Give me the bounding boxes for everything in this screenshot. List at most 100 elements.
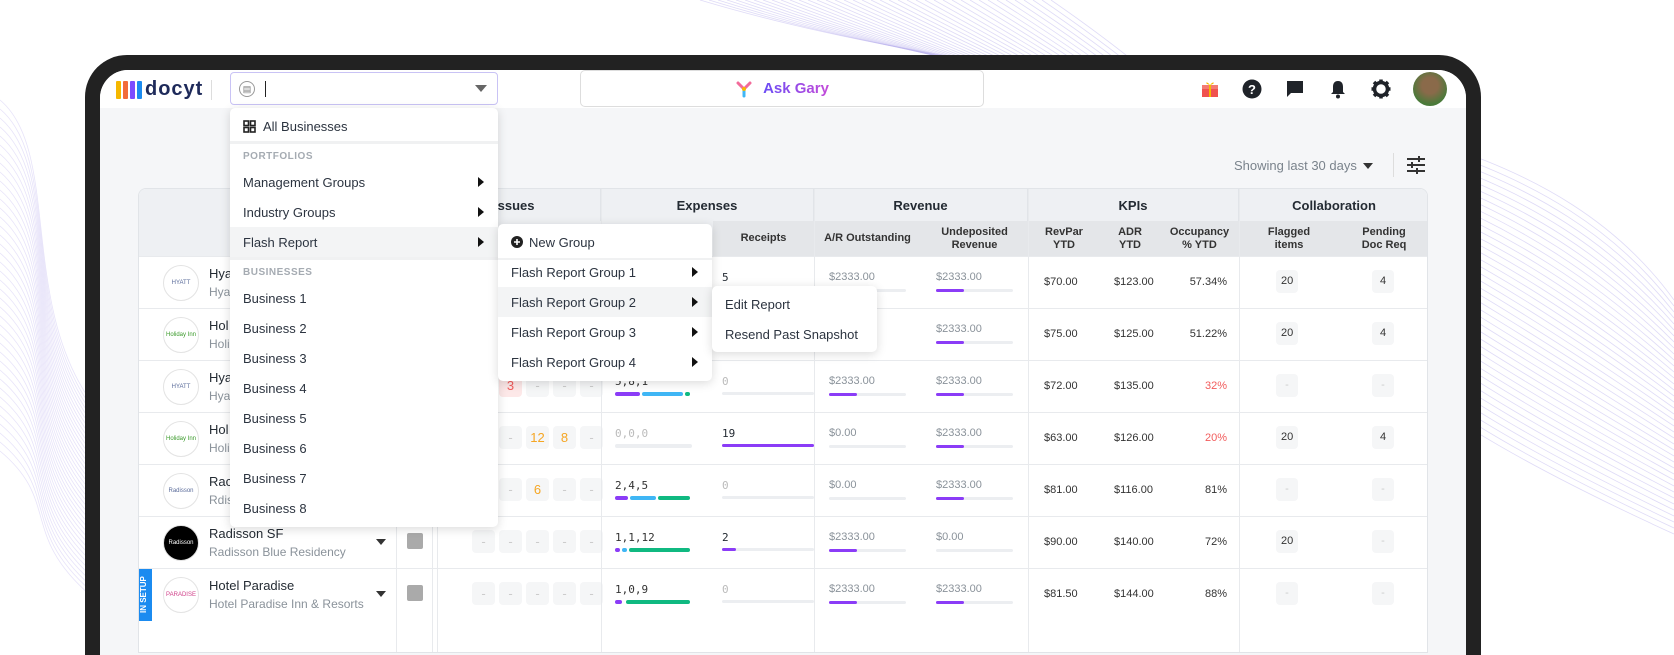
- issue-count-badge[interactable]: 12: [526, 426, 549, 449]
- issue-count-badge[interactable]: -: [553, 478, 576, 501]
- menu-item-flash-report[interactable]: Flash Report: [230, 227, 498, 257]
- menu-item-flash-report-group[interactable]: Flash Report Group 1: [498, 257, 712, 287]
- chevron-down-icon[interactable]: [475, 85, 487, 92]
- pending-doc-req-badge[interactable]: 4: [1372, 426, 1394, 449]
- inbox-icon[interactable]: [407, 533, 423, 549]
- occupancy-value: 51.22%: [1189, 328, 1227, 340]
- col-adr-ytd[interactable]: ADR YTD: [1100, 221, 1160, 256]
- pending-doc-req-badge[interactable]: 4: [1372, 322, 1394, 345]
- wave-line: [0, 315, 91, 521]
- menu-item-business[interactable]: Business 2: [230, 313, 498, 343]
- issue-count-badge[interactable]: -: [553, 530, 576, 553]
- col-revpar-ytd[interactable]: RevPar YTD: [1028, 221, 1100, 256]
- bell-icon[interactable]: [1327, 78, 1349, 100]
- menu-item-flash-report-group[interactable]: Flash Report Group 2: [498, 287, 712, 317]
- caret-down-icon[interactable]: [376, 591, 386, 597]
- receipts-progress-bar: [722, 392, 814, 395]
- flagged-items-badge[interactable]: 20: [1276, 322, 1299, 345]
- menu-item-flash-report-group[interactable]: Flash Report Group 4: [498, 347, 712, 377]
- col-ar-outstanding[interactable]: A/R Outstanding: [814, 221, 921, 256]
- pending-doc-req-badge[interactable]: 4: [1372, 270, 1394, 293]
- issue-count-badge[interactable]: -: [499, 582, 522, 605]
- issue-count-badge[interactable]: -: [499, 530, 522, 553]
- wave-line: [0, 198, 91, 456]
- issue-count-badge[interactable]: -: [580, 582, 603, 605]
- issue-count-badge[interactable]: -: [553, 582, 576, 605]
- date-range-dropdown[interactable]: Showing last 30 days: [1234, 158, 1373, 173]
- expense-segment-bar: [684, 392, 690, 396]
- menu-item-business[interactable]: Business 1: [230, 283, 498, 313]
- issue-count-badge[interactable]: -: [472, 530, 495, 553]
- progress-fill: [936, 445, 965, 448]
- flagged-items-badge[interactable]: 20: [1276, 270, 1299, 293]
- menu-item-business[interactable]: Business 5: [230, 403, 498, 433]
- menu-item-resend-past-snapshot[interactable]: Resend Past Snapshot: [725, 326, 858, 342]
- issue-count-badge[interactable]: -: [472, 582, 495, 605]
- caret-down-icon[interactable]: [376, 539, 386, 545]
- occupancy-value: 20%: [1204, 432, 1227, 444]
- flagged-items-badge[interactable]: 20: [1276, 426, 1299, 449]
- progress-fill: [829, 601, 858, 604]
- menu-item-business[interactable]: Business 4: [230, 373, 498, 403]
- ask-gary-button[interactable]: Ask Gary: [580, 70, 984, 107]
- portfolios-label: PORTFOLIOS: [243, 151, 313, 162]
- revpar-value: $81.00: [1044, 484, 1078, 496]
- pending-doc-req-badge[interactable]: -: [1372, 530, 1394, 553]
- issue-count-badge[interactable]: -: [580, 478, 603, 501]
- flagged-items-badge[interactable]: -: [1276, 582, 1298, 605]
- pending-doc-req-badge[interactable]: -: [1372, 582, 1394, 605]
- col-undeposited-revenue[interactable]: Undeposited Revenue: [921, 221, 1028, 256]
- gift-icon[interactable]: [1199, 78, 1221, 100]
- business-selector-input[interactable]: ▤: [230, 72, 498, 105]
- business-logo: Radisson: [163, 473, 199, 509]
- grid-icon: [243, 119, 256, 133]
- wave-line: [0, 360, 91, 546]
- menu-item-management-groups[interactable]: Management Groups: [230, 167, 498, 197]
- flagged-items-badge[interactable]: -: [1276, 374, 1298, 397]
- menu-item-business[interactable]: Business 8: [230, 493, 498, 523]
- wave-line: [0, 396, 91, 566]
- menu-item-business[interactable]: Business 6: [230, 433, 498, 463]
- issue-count-badge[interactable]: 6: [526, 478, 549, 501]
- help-icon[interactable]: ?: [1241, 78, 1263, 100]
- issue-count-badge[interactable]: -: [580, 426, 603, 449]
- ar-outstanding-value: $2333.00: [829, 271, 875, 283]
- businesses-label: BUSINESSES: [243, 267, 313, 278]
- menu-item-flash-report-group[interactable]: Flash Report Group 3: [498, 317, 712, 347]
- col-receipts[interactable]: Receipts: [713, 221, 814, 256]
- col-occupancy-ytd[interactable]: Occupancy % YTD: [1160, 221, 1239, 256]
- inbox-icon[interactable]: [407, 585, 423, 601]
- menu-item-new-group[interactable]: New Group: [498, 227, 712, 257]
- avatar[interactable]: [1413, 72, 1447, 106]
- docyt-logo[interactable]: docyt: [116, 78, 203, 101]
- wave-line: [0, 99, 91, 401]
- ar-progress-bar: [829, 497, 906, 500]
- issue-count-badge[interactable]: -: [499, 478, 522, 501]
- expense-segment-bar: [615, 548, 621, 552]
- menu-item-all-businesses[interactable]: All Businesses: [230, 111, 498, 141]
- pending-doc-req-badge[interactable]: -: [1372, 374, 1394, 397]
- flagged-items-badge[interactable]: 20: [1276, 530, 1299, 553]
- store-icon: ▤: [239, 81, 255, 97]
- wave-line: [0, 405, 91, 571]
- issue-count-badge[interactable]: -: [499, 426, 522, 449]
- menu-item-label: Business 2: [243, 320, 307, 336]
- menu-item-business[interactable]: Business 3: [230, 343, 498, 373]
- gear-icon[interactable]: [1370, 78, 1392, 100]
- issue-count-badge[interactable]: 8: [553, 426, 576, 449]
- business-legal-name: Radisson Blue Residency: [209, 545, 346, 559]
- col-flagged-items[interactable]: Flagged items: [1239, 221, 1339, 256]
- flagged-items-badge[interactable]: -: [1276, 478, 1298, 501]
- menu-item-industry-groups[interactable]: Industry Groups: [230, 197, 498, 227]
- ar-outstanding-value: $2333.00: [829, 583, 875, 595]
- chat-icon[interactable]: [1284, 78, 1306, 100]
- issue-count-badge[interactable]: -: [526, 582, 549, 605]
- issue-count-badge[interactable]: -: [580, 530, 603, 553]
- menu-item-edit-report[interactable]: Edit Report: [725, 296, 791, 312]
- pending-doc-req-badge[interactable]: -: [1372, 478, 1394, 501]
- col-pending-doc-req[interactable]: Pending Doc Req: [1339, 221, 1427, 256]
- issue-count-badge[interactable]: -: [526, 530, 549, 553]
- menu-item-business[interactable]: Business 7: [230, 463, 498, 493]
- sliders-icon[interactable]: [1406, 156, 1426, 174]
- occupancy-value: 57.34%: [1189, 276, 1227, 288]
